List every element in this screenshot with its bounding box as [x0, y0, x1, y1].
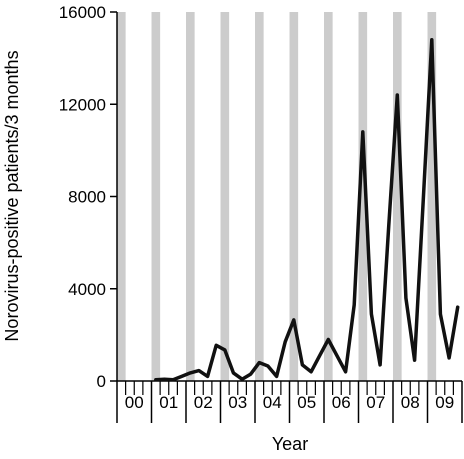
y-axis-title: Norovirus-positive patients/3 months: [2, 50, 22, 341]
x-tick-label: 04: [263, 393, 282, 412]
x-tick-label: 00: [125, 393, 144, 412]
q1-band-03: [220, 12, 230, 381]
q1-band-02: [186, 12, 195, 381]
q1-band-07: [358, 12, 368, 381]
q1-band-01: [151, 12, 161, 381]
y-tick-label: 16000: [59, 3, 106, 22]
x-tick-label: 09: [435, 393, 454, 412]
x-tick-label: 03: [228, 393, 247, 412]
q1-band-08: [393, 12, 402, 381]
axes: [110, 11, 463, 423]
q1-band-04: [255, 12, 264, 381]
q1-band-06: [324, 12, 333, 381]
tick-labels: 0 4000 8000 12000 16000 00 01 02 03 04 05 06 07 08 09: [59, 3, 454, 412]
y-tick-label: 4000: [68, 280, 106, 299]
series-layer: [154, 37, 460, 382]
x-tick-label: 05: [297, 393, 316, 412]
x-tick-label: 02: [194, 393, 213, 412]
y-tick-label: 0: [97, 372, 106, 391]
quarter-shading-layer: [117, 12, 437, 381]
q1-band-00: [117, 12, 126, 381]
x-axis-title: Year: [272, 434, 308, 454]
q1-band-05: [289, 12, 299, 381]
series-line: [154, 37, 460, 382]
x-tick-label: 06: [332, 393, 351, 412]
q1-band-09: [427, 12, 437, 381]
x-tick-label: 07: [366, 393, 385, 412]
y-tick-label: 8000: [68, 188, 106, 207]
x-tick-label: 08: [401, 393, 420, 412]
y-tick-label: 12000: [59, 95, 106, 114]
x-tick-label: 01: [159, 393, 178, 412]
